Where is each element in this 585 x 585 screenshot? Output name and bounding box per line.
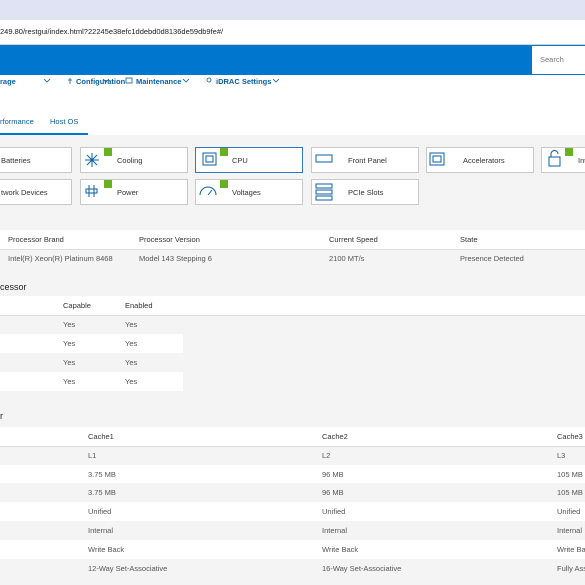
cell: 105 MB xyxy=(557,469,583,479)
column-header: Cache3 xyxy=(557,432,583,441)
column-header: Enabled xyxy=(125,301,153,310)
tile[interactable]: Int xyxy=(541,147,585,173)
cell: Internal xyxy=(88,526,114,535)
tile-label[interactable]: Accelerators xyxy=(463,156,505,165)
section-title: r xyxy=(0,411,3,421)
cell: 3.75 MB xyxy=(88,469,116,479)
table-header-bg xyxy=(0,230,585,250)
tile[interactable]: Power xyxy=(80,179,188,205)
cell: Yes xyxy=(63,339,76,348)
cell: Unified xyxy=(557,507,581,517)
column-header: Processor Brand xyxy=(8,235,64,244)
tile-label[interactable]: Voltages xyxy=(232,188,261,197)
cell: Write Back xyxy=(322,544,359,554)
tile[interactable]: PCIe Slots xyxy=(311,179,419,205)
cell: Presence Detected xyxy=(460,254,524,263)
cell: 3.75 MB xyxy=(88,488,116,498)
row-band xyxy=(0,464,585,484)
table-header-bg xyxy=(0,296,585,316)
cell: Internal xyxy=(557,526,583,535)
tab[interactable]: rformance xyxy=(0,117,34,126)
tab[interactable]: Host OS xyxy=(50,117,79,126)
row-band xyxy=(0,502,585,521)
tile[interactable]: Accelerators xyxy=(426,147,534,173)
tile[interactable]: CPU xyxy=(195,147,303,173)
cell: 105 MB xyxy=(557,488,583,498)
cell: Yes xyxy=(125,358,138,367)
tile[interactable]: Voltages xyxy=(195,179,303,205)
column-header: Current Speed xyxy=(329,235,378,244)
row-band xyxy=(0,372,183,391)
address-bar[interactable] xyxy=(0,20,585,45)
cell: Yes xyxy=(63,377,76,386)
nav-item[interactable]: iDRAC Settings xyxy=(216,77,272,86)
cell: Yes xyxy=(125,339,138,348)
tile-label[interactable]: Power xyxy=(117,188,139,197)
column-header: Cache1 xyxy=(88,432,114,441)
cell: Yes xyxy=(125,377,138,386)
nav-item[interactable]: Maintenance xyxy=(136,77,182,86)
tile-label[interactable]: CPU xyxy=(232,156,248,165)
nav-item[interactable]: Configuration xyxy=(76,77,126,86)
cell: 96 MB xyxy=(322,488,344,498)
column-header: State xyxy=(460,235,478,244)
tile[interactable]: Batteries xyxy=(0,147,72,173)
cell: Yes xyxy=(63,358,76,367)
active-tab-underline xyxy=(0,133,88,135)
cell: Yes xyxy=(63,320,76,329)
tab-area xyxy=(0,91,585,135)
cell: Write Back xyxy=(557,544,585,554)
row-band xyxy=(0,539,585,559)
search-box[interactable] xyxy=(532,46,585,74)
cell: Yes xyxy=(125,320,138,329)
tile-label[interactable]: PCIe Slots xyxy=(348,188,384,197)
row-band xyxy=(0,334,183,353)
column-header: Capable xyxy=(63,301,91,310)
cell: L3 xyxy=(557,450,566,460)
table-header-bg xyxy=(0,427,585,447)
search-placeholder[interactable]: Search xyxy=(540,55,564,64)
tile-label[interactable]: Int xyxy=(578,156,585,165)
browser-titlebar xyxy=(0,0,585,20)
url-text[interactable]: 249.80/restgui/index.html?22245e38efc1dd… xyxy=(0,27,224,36)
tile-label[interactable]: Cooling xyxy=(117,156,143,165)
nav-item[interactable]: rage xyxy=(0,77,16,86)
tile-label[interactable]: twork Devices xyxy=(1,188,48,197)
cell: Model 143 Stepping 6 xyxy=(139,254,212,263)
column-header: Processor Version xyxy=(139,235,200,244)
cell: 2100 MT/s xyxy=(329,254,365,263)
section-title: cessor xyxy=(0,282,27,292)
cell: L1 xyxy=(88,450,97,460)
cell: Internal xyxy=(322,526,348,535)
tile[interactable]: Cooling xyxy=(80,147,188,173)
cell: 16-Way Set-Associative xyxy=(322,563,402,573)
cell: L2 xyxy=(322,450,331,460)
tile[interactable]: Front Panel xyxy=(311,147,419,173)
cell: Intel(R) Xeon(R) Platinum 8468 xyxy=(8,254,113,263)
tile-label[interactable]: Front Panel xyxy=(348,156,387,165)
cell: Write Back xyxy=(88,544,125,554)
cell: 12-Way Set-Associative xyxy=(88,563,168,573)
cell: Unified xyxy=(88,507,112,517)
cell: 96 MB xyxy=(322,469,344,479)
cell: Fully Ass xyxy=(557,563,585,573)
tile[interactable]: twork Devices xyxy=(0,179,72,205)
header-bar xyxy=(0,45,585,75)
tile-label[interactable]: Batteries xyxy=(1,156,31,165)
cell: Unified xyxy=(322,507,346,517)
column-header: Cache2 xyxy=(322,432,348,441)
